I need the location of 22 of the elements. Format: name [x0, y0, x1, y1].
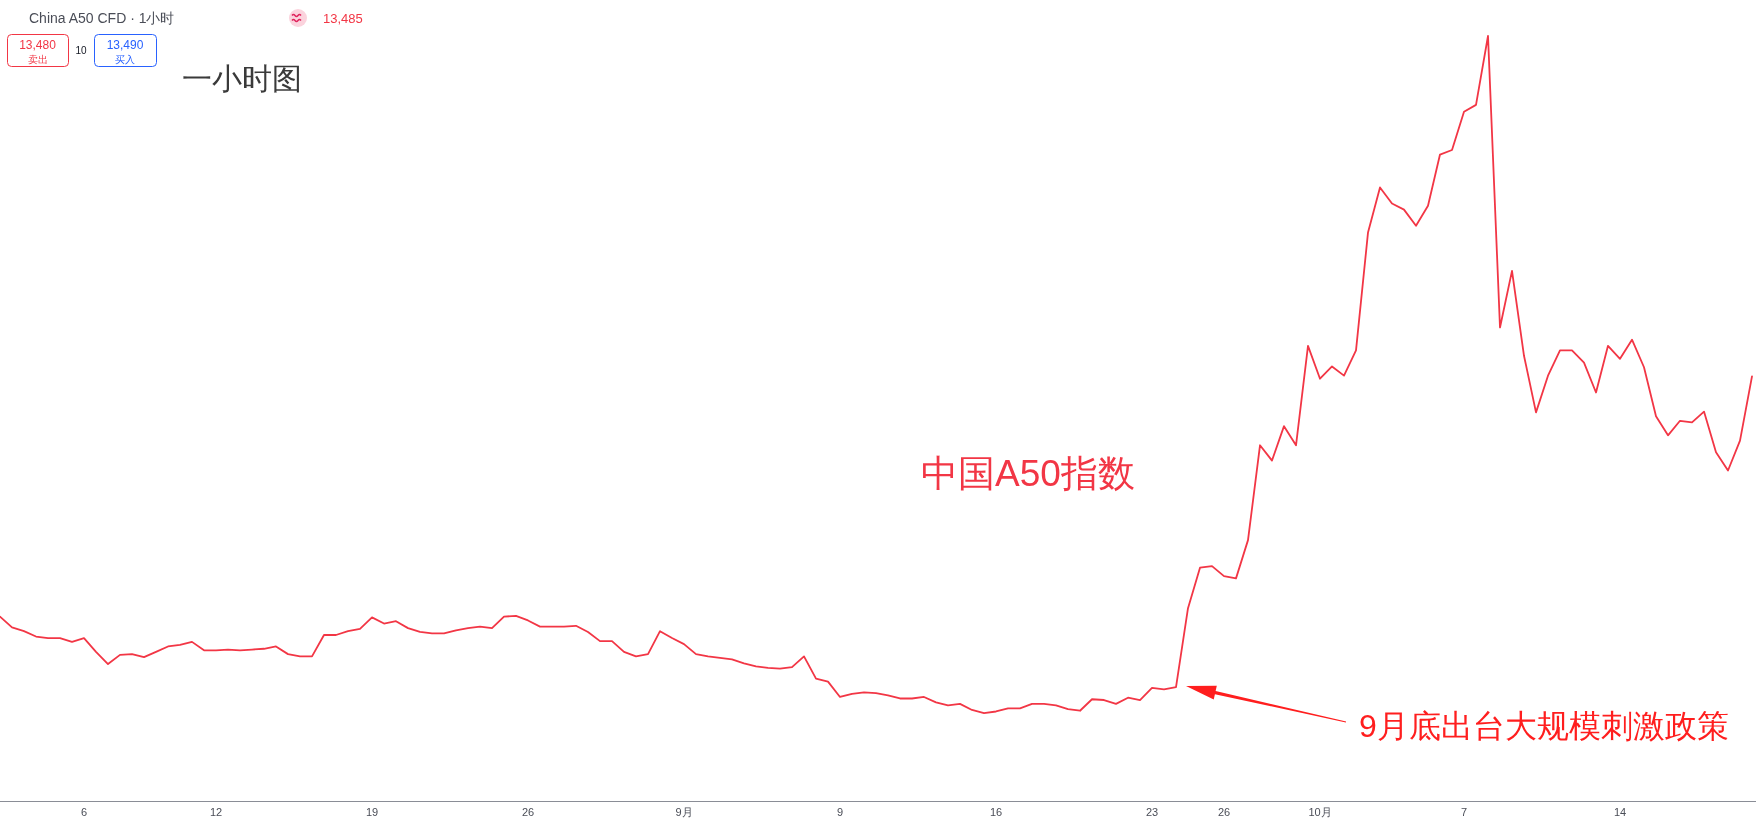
- annotation: 卖出: [27, 54, 48, 65]
- x-tick-label: 26: [1217, 806, 1231, 818]
- x-tick-label: 6: [80, 806, 88, 818]
- chart-subtitle: China A50 CFD · 1小时: [29, 10, 175, 26]
- x-tick-label: 16: [989, 806, 1003, 818]
- x-tick-label: 7: [1460, 806, 1468, 818]
- x-tick-label: 19: [365, 806, 379, 818]
- annotation: 买入: [115, 54, 135, 65]
- x-tick-label: 9: [836, 806, 844, 818]
- x-tick-label: 26: [521, 806, 535, 818]
- text: 中国A50指数: [921, 453, 1135, 494]
- annotation: 9月底出台大规模刺激政策: [1359, 708, 1729, 744]
- annotation: 13,480: [19, 37, 57, 52]
- x-tick-label: 10月: [1308, 806, 1332, 818]
- x-tick-label: 12: [209, 806, 223, 818]
- x-tick-label: 14: [1613, 806, 1627, 818]
- x-tick-label: 23: [1145, 806, 1159, 818]
- text: 一小时图: [182, 62, 302, 95]
- x-tick-label: 9月: [675, 806, 693, 818]
- annotation: 13,490: [106, 37, 144, 52]
- annotation: 10: [75, 45, 87, 56]
- text: 13,485: [323, 11, 363, 26]
